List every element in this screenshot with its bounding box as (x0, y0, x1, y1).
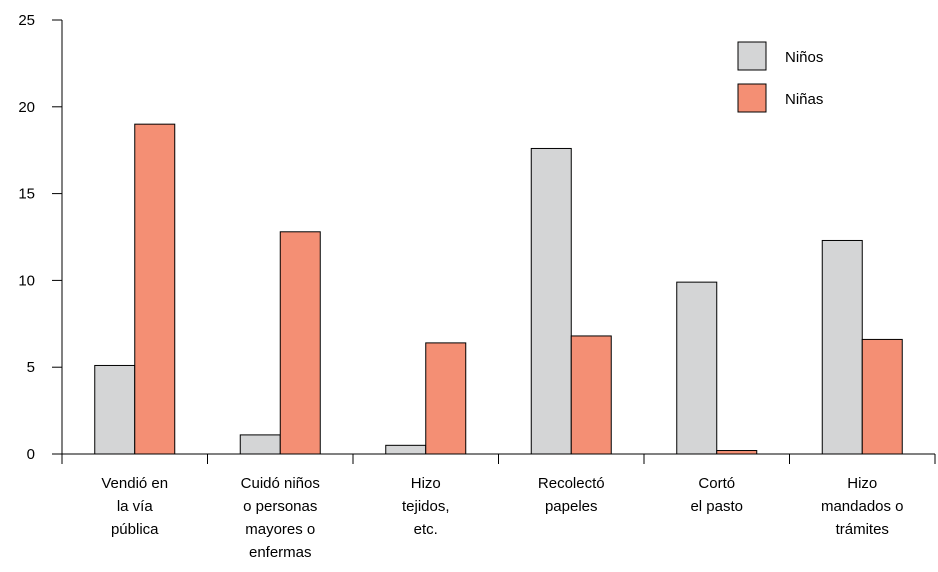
bar-ninos-5 (821, 239, 863, 455)
x-category-label: Hizo mandados o trámites (821, 475, 904, 538)
x-category-label: Vendió en la vía pública (101, 475, 168, 538)
x-category-label-line: Vendió en (101, 475, 168, 492)
bar-ninas-1 (279, 231, 321, 455)
x-category-label-line: Cortó (698, 475, 735, 492)
y-tick-label: 15 (18, 186, 35, 203)
bar-ninos-4 (676, 281, 718, 455)
bar-ninos-0 (94, 364, 136, 455)
x-category-label: Cuidó niños o personas mayores o enfermas (241, 475, 320, 561)
bar-ninos-2 (385, 444, 427, 455)
bar-ninas-2 (425, 342, 467, 455)
y-tick-label: 5 (27, 359, 35, 376)
x-category-label-line: Hizo (847, 475, 877, 492)
x-category-label-line: papeles (545, 498, 598, 515)
bar-ninas-3 (570, 335, 612, 455)
bar-ninas-4 (716, 450, 758, 455)
x-category-label-line: Hizo (411, 475, 441, 492)
x-category-label-line: la vía (117, 498, 154, 515)
bar-ninas-0 (134, 123, 176, 455)
legend-swatch-ninos (737, 41, 767, 71)
x-category-label-line: Recolectó (538, 475, 605, 492)
legend-swatch-ninas (737, 83, 767, 113)
x-category-label-line: pública (111, 521, 159, 538)
y-tick-label: 25 (18, 12, 35, 29)
y-tick-label: 20 (18, 99, 35, 116)
x-category-label-line: mayores o (245, 521, 315, 538)
x-category-label: Cortó el pasto (690, 475, 743, 515)
legend-label-ninos: Niños (785, 49, 823, 66)
x-category-label-line: trámites (836, 521, 889, 538)
x-category-label-line: el pasto (690, 498, 743, 515)
x-category-label-line: o personas (243, 498, 317, 515)
bar-ninos-3 (530, 147, 572, 455)
bars (94, 123, 903, 455)
x-category-label-line: Cuidó niños (241, 475, 320, 492)
bar-ninas-5 (861, 338, 903, 455)
x-category-label: Hizo tejidos, etc. (402, 475, 450, 538)
x-category-label-line: enfermas (249, 544, 312, 561)
y-tick-label: 0 (27, 446, 35, 463)
y-tick-label: 10 (18, 272, 35, 289)
x-category-label-line: tejidos, (402, 498, 450, 515)
x-category-label-line: etc. (414, 521, 438, 538)
legend: Niños Niñas (737, 41, 823, 113)
legend-label-ninas: Niñas (785, 91, 823, 108)
x-category-label-line: mandados o (821, 498, 904, 515)
bar-ninos-1 (239, 434, 281, 455)
x-category-label: Recolectó papeles (538, 475, 605, 515)
x-axis (61, 453, 936, 464)
category-labels: Vendió en la vía pública Cuidó niños o perso… (101, 475, 903, 561)
y-axis: 0 5 10 15 20 25 (18, 12, 63, 463)
